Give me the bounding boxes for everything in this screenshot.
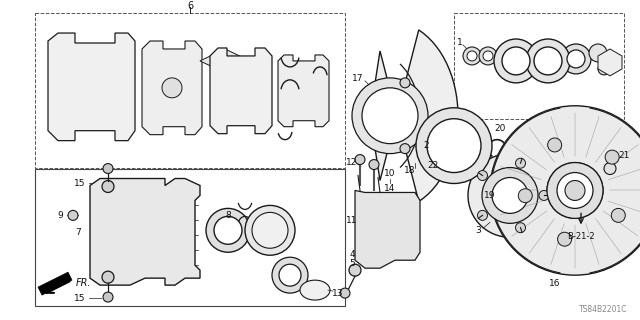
Text: 1: 1 bbox=[457, 38, 463, 47]
Circle shape bbox=[604, 163, 616, 174]
Circle shape bbox=[252, 212, 288, 248]
Circle shape bbox=[515, 223, 525, 233]
Text: 14: 14 bbox=[384, 184, 396, 193]
Text: TS84B2201C: TS84B2201C bbox=[579, 305, 627, 314]
Polygon shape bbox=[278, 55, 329, 127]
Circle shape bbox=[102, 271, 114, 283]
Circle shape bbox=[103, 292, 113, 302]
Circle shape bbox=[515, 158, 525, 168]
Circle shape bbox=[534, 47, 562, 75]
Polygon shape bbox=[48, 33, 135, 141]
Circle shape bbox=[502, 47, 530, 75]
Text: 22: 22 bbox=[428, 161, 438, 170]
Circle shape bbox=[206, 208, 250, 252]
Circle shape bbox=[605, 150, 619, 164]
Circle shape bbox=[557, 172, 593, 208]
Text: 15: 15 bbox=[74, 293, 86, 303]
Circle shape bbox=[567, 50, 585, 68]
Text: 4: 4 bbox=[349, 250, 355, 259]
Text: 17: 17 bbox=[352, 74, 364, 84]
Text: B-21-2: B-21-2 bbox=[567, 232, 595, 241]
Text: 9: 9 bbox=[57, 211, 63, 220]
Text: 3: 3 bbox=[475, 226, 481, 235]
Circle shape bbox=[539, 190, 549, 200]
Circle shape bbox=[245, 205, 295, 255]
Circle shape bbox=[557, 232, 572, 246]
Circle shape bbox=[400, 144, 410, 154]
Circle shape bbox=[362, 88, 418, 144]
Circle shape bbox=[479, 47, 497, 65]
Text: 12: 12 bbox=[346, 158, 358, 167]
Polygon shape bbox=[598, 49, 622, 76]
Circle shape bbox=[80, 76, 104, 100]
Circle shape bbox=[611, 208, 625, 222]
Circle shape bbox=[598, 63, 610, 75]
Circle shape bbox=[231, 84, 251, 104]
Circle shape bbox=[103, 164, 113, 173]
Circle shape bbox=[352, 78, 428, 154]
Circle shape bbox=[463, 47, 481, 65]
Circle shape bbox=[162, 78, 182, 98]
Circle shape bbox=[349, 264, 361, 276]
Text: 18: 18 bbox=[404, 166, 416, 175]
Text: 2: 2 bbox=[423, 141, 429, 150]
Text: 15: 15 bbox=[74, 179, 86, 188]
Circle shape bbox=[483, 51, 493, 61]
Circle shape bbox=[467, 51, 477, 61]
Circle shape bbox=[468, 154, 552, 237]
Text: 8: 8 bbox=[225, 211, 231, 220]
Circle shape bbox=[214, 216, 242, 244]
Circle shape bbox=[561, 44, 591, 74]
Bar bbox=[540, 148, 628, 234]
Polygon shape bbox=[90, 179, 200, 285]
Circle shape bbox=[400, 78, 410, 88]
Text: 19: 19 bbox=[484, 191, 496, 200]
Circle shape bbox=[526, 39, 570, 83]
Polygon shape bbox=[142, 41, 202, 135]
Circle shape bbox=[102, 180, 114, 192]
Polygon shape bbox=[210, 48, 272, 134]
Polygon shape bbox=[200, 49, 250, 73]
Polygon shape bbox=[370, 30, 458, 202]
Circle shape bbox=[548, 138, 562, 152]
Circle shape bbox=[272, 257, 308, 293]
Text: FR.: FR. bbox=[76, 278, 92, 288]
Circle shape bbox=[369, 160, 379, 170]
Bar bbox=[454, 13, 624, 119]
Circle shape bbox=[482, 168, 538, 223]
Circle shape bbox=[279, 264, 301, 286]
Polygon shape bbox=[355, 190, 420, 268]
Text: 16: 16 bbox=[549, 279, 561, 288]
Circle shape bbox=[355, 155, 365, 164]
Text: 11: 11 bbox=[346, 216, 358, 225]
Circle shape bbox=[494, 39, 538, 83]
Text: 7: 7 bbox=[75, 228, 81, 237]
Circle shape bbox=[589, 44, 607, 62]
Circle shape bbox=[416, 108, 492, 183]
Text: 13: 13 bbox=[332, 289, 344, 298]
Circle shape bbox=[477, 210, 488, 220]
Circle shape bbox=[427, 119, 481, 172]
Bar bbox=[35, 169, 345, 306]
Text: 10: 10 bbox=[384, 169, 396, 178]
Circle shape bbox=[518, 189, 532, 203]
Circle shape bbox=[68, 210, 78, 220]
Text: 21: 21 bbox=[618, 151, 630, 160]
Circle shape bbox=[492, 178, 528, 213]
Circle shape bbox=[490, 106, 640, 275]
Circle shape bbox=[547, 163, 603, 218]
Text: 5: 5 bbox=[349, 259, 355, 268]
Polygon shape bbox=[38, 272, 72, 295]
Ellipse shape bbox=[300, 280, 330, 300]
Circle shape bbox=[547, 163, 603, 218]
Circle shape bbox=[477, 171, 488, 180]
Circle shape bbox=[565, 180, 585, 200]
Bar bbox=[35, 13, 345, 168]
Text: 20: 20 bbox=[494, 124, 506, 133]
Text: 6: 6 bbox=[187, 1, 193, 11]
Circle shape bbox=[340, 288, 350, 298]
